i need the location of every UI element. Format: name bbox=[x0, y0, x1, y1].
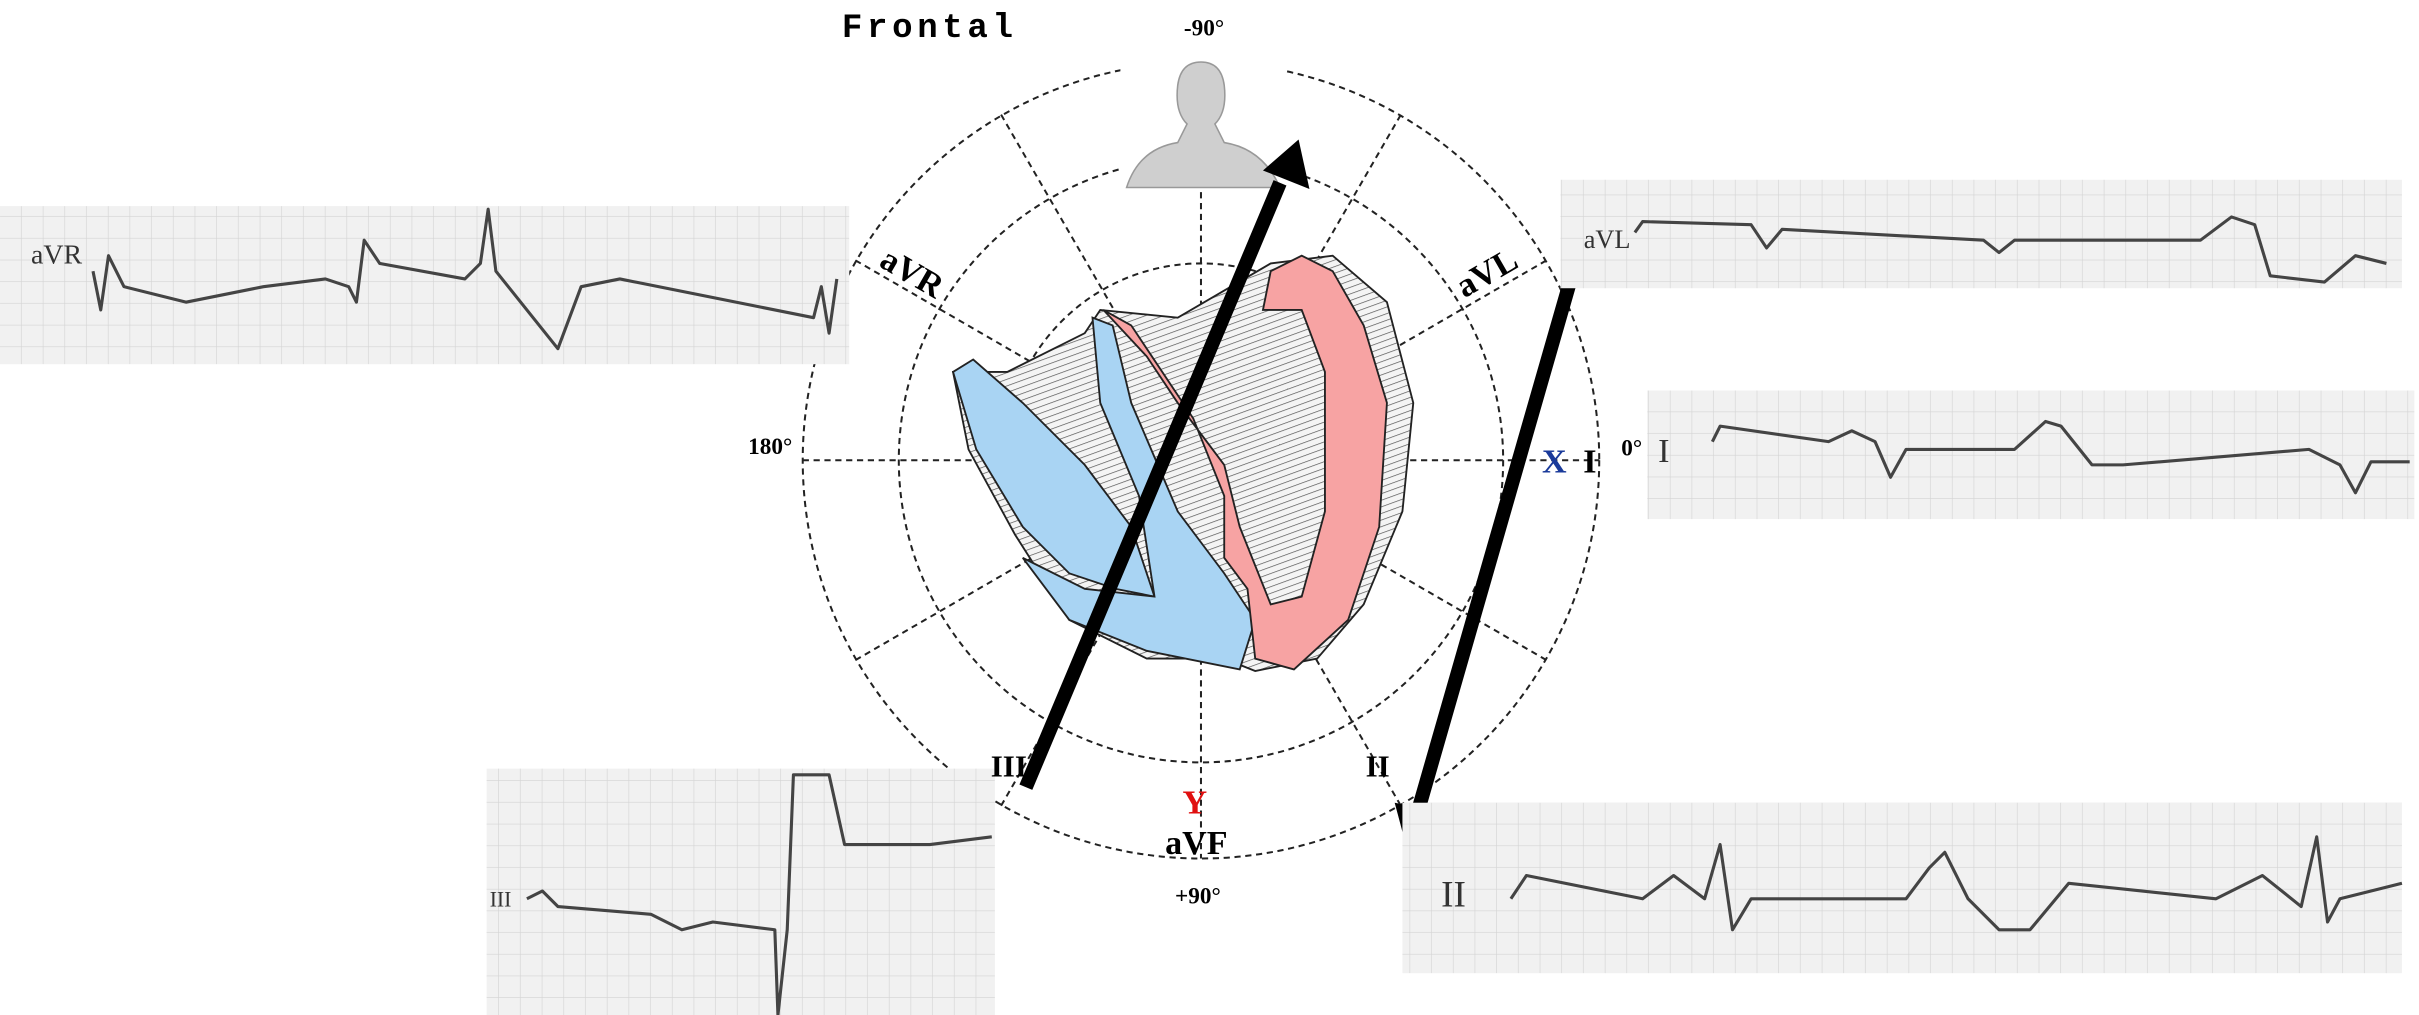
strip-bg bbox=[487, 769, 995, 1015]
arrow-shaft bbox=[1419, 256, 1577, 806]
ecg-strip: II bbox=[1402, 803, 2402, 973]
lead-label: aVR bbox=[874, 241, 950, 306]
angle-label: -90° bbox=[1184, 16, 1224, 42]
ecg-strip: aVL bbox=[1560, 180, 2401, 288]
strip-label: II bbox=[1441, 875, 1466, 916]
lead-label: I bbox=[1583, 444, 1596, 481]
ecg-strip: III bbox=[487, 769, 995, 1015]
angle-label: +90° bbox=[1175, 883, 1221, 909]
strip-label: aVR bbox=[31, 239, 83, 270]
strip-label: aVL bbox=[1584, 225, 1631, 254]
strip-bg bbox=[0, 206, 849, 364]
strip-label: III bbox=[490, 888, 512, 912]
angle-label: 180° bbox=[748, 434, 792, 460]
lead-label: aVF bbox=[1165, 825, 1227, 862]
lead-label: II bbox=[1366, 748, 1390, 783]
strip-bg bbox=[1560, 180, 2401, 288]
strip-label: I bbox=[1658, 433, 1669, 470]
head-figure bbox=[1120, 59, 1286, 189]
diagram: aVR aVL I III II Frontal -90° +90° 180° … bbox=[0, 0, 2419, 1015]
axis-label: X bbox=[1542, 444, 1567, 481]
axis-label: Y bbox=[1182, 785, 1207, 822]
heart bbox=[953, 256, 1413, 671]
page: aVR aVL I III II Frontal -90° +90° 180° … bbox=[0, 0, 2419, 1015]
ecg-strip: aVR bbox=[0, 206, 849, 364]
lead-label: III bbox=[991, 748, 1027, 783]
angle-label: 0° bbox=[1621, 436, 1642, 462]
ecg-strip: I bbox=[1647, 391, 2414, 520]
title: Frontal bbox=[842, 10, 1018, 48]
strip-bg bbox=[1647, 391, 2414, 520]
strip-bg bbox=[1402, 803, 2402, 973]
